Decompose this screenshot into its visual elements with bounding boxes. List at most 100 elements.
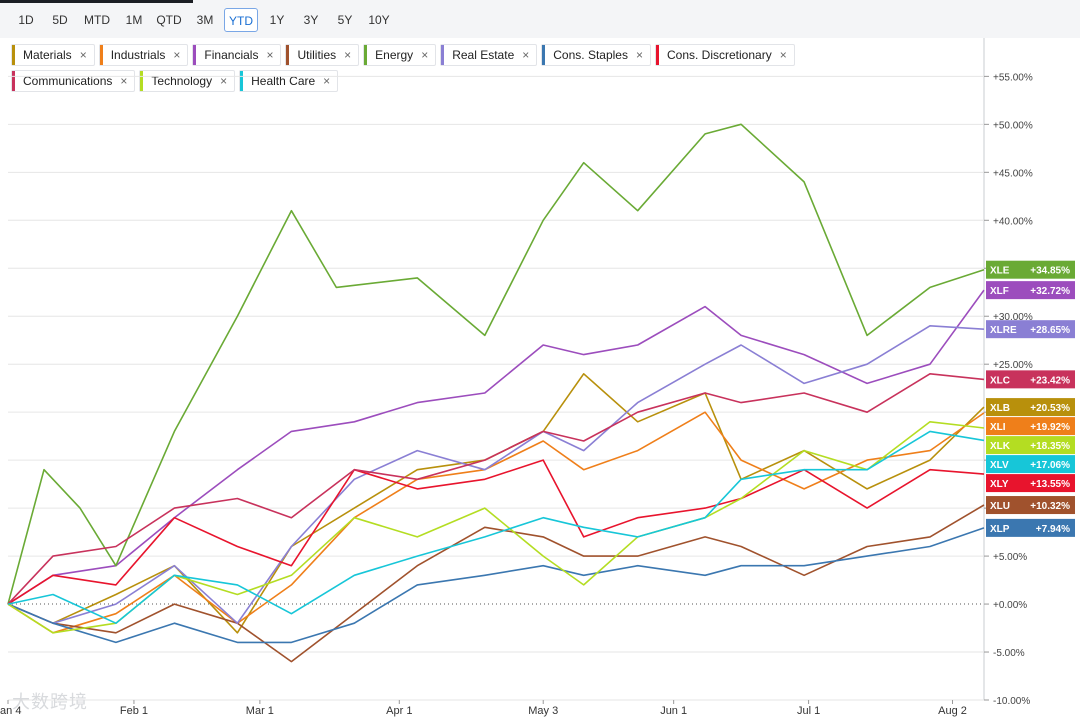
y-tick-label: +40.00% (993, 216, 1033, 227)
range-button-3y[interactable]: 3Y (303, 13, 319, 27)
y-tick-label: +50.00% (993, 120, 1033, 131)
end-label-box (986, 496, 1075, 515)
legend-chip-xlf[interactable]: Financials × (192, 44, 282, 66)
legend-label: Real Estate (452, 48, 515, 62)
end-label-value: +28.65% (1030, 325, 1070, 336)
y-tick-label: -10.00% (993, 696, 1030, 707)
x-tick-label: Jan 4 (0, 705, 21, 717)
legend-chip-xli[interactable]: Industrials × (98, 44, 189, 66)
series-line-xlk (7, 420, 985, 634)
legend-label: Technology (151, 74, 213, 88)
end-label-ticker: XLY (990, 479, 1009, 490)
x-tick-label: May 3 (528, 705, 558, 717)
end-label-box (986, 436, 1075, 455)
end-label-xle: XLE +34.85% (986, 260, 1075, 279)
end-label-ticker: XLE (990, 266, 1010, 277)
legend-chip-xlre[interactable]: Real Estate × (440, 44, 538, 66)
legend-swatch (99, 45, 103, 65)
end-label-xlp: XLP +7.94% (986, 518, 1075, 537)
range-button-1d[interactable]: 1D (18, 13, 34, 27)
end-label-box (986, 398, 1075, 417)
legend-chip-xlu[interactable]: Utilities × (285, 44, 360, 66)
x-tick-label: Aug 2 (938, 705, 967, 717)
remove-series-icon[interactable]: × (344, 48, 352, 62)
remove-series-icon[interactable]: × (120, 74, 128, 88)
y-tick-label: +45.00% (993, 168, 1033, 179)
remove-series-icon[interactable]: × (173, 48, 181, 62)
legend-swatch (286, 45, 290, 65)
y-tick-label: +30.00% (993, 312, 1033, 323)
legend-chip-xlb[interactable]: Materials × (11, 44, 95, 66)
legend-chip-xly[interactable]: Cons. Discretionary × (655, 44, 795, 66)
end-label-xli: XLI +19.92% (986, 417, 1075, 436)
legend-swatch (240, 71, 244, 91)
end-label-value: +32.72% (1030, 286, 1070, 297)
legend-label: Utilities (297, 48, 337, 62)
end-label-box (986, 260, 1075, 279)
remove-series-icon[interactable]: × (79, 48, 87, 62)
range-button-mtd[interactable]: MTD (84, 13, 110, 27)
end-label-value: +19.92% (1030, 422, 1070, 433)
end-label-box (986, 474, 1075, 493)
legend-label: Communications (23, 74, 113, 88)
range-button-1m[interactable]: 1M (125, 13, 143, 27)
range-button-1y[interactable]: 1Y (269, 13, 285, 27)
legend-chip-xlk[interactable]: Technology × (139, 70, 236, 92)
end-label-box (986, 281, 1075, 300)
end-label-value: +17.06% (1030, 460, 1070, 471)
range-button-5d[interactable]: 5D (52, 13, 68, 27)
end-label-ticker: XLF (990, 286, 1009, 297)
end-label-ticker: XLI (990, 422, 1006, 433)
end-label-box (986, 417, 1075, 436)
legend-swatch (441, 45, 445, 65)
legend-chip-xlc[interactable]: Communications × (11, 70, 136, 92)
end-label-xlv: XLV +17.06% (986, 455, 1075, 474)
line-chart: -10.00%-5.00%+0.00%+5.00%+10.00%+15.00%+… (0, 38, 1075, 717)
range-button-qtd[interactable]: QTD (156, 13, 182, 27)
remove-series-icon[interactable]: × (522, 48, 530, 62)
end-label-box (986, 455, 1075, 474)
legend-chip-xle[interactable]: Energy × (363, 44, 437, 66)
watermark: 大数跨境 (12, 692, 88, 712)
end-label-box (986, 370, 1075, 389)
remove-series-icon[interactable]: × (266, 48, 274, 62)
legend-chip-xlp[interactable]: Cons. Staples × (541, 44, 651, 66)
end-label-xlre: XLRE +28.65% (986, 320, 1075, 339)
range-button-10y[interactable]: 10Y (368, 13, 390, 27)
end-label-value: +10.32% (1030, 501, 1070, 512)
toolbar-accent-line (0, 0, 193, 3)
end-label-box (986, 320, 1075, 339)
legend-label: Cons. Staples (553, 48, 628, 62)
legend-label: Financials (204, 48, 259, 62)
range-button-3m[interactable]: 3M (196, 13, 214, 27)
end-label-box (986, 518, 1075, 537)
legend-swatch (656, 45, 659, 65)
series-line-xle (7, 123, 985, 605)
legend-label: Cons. Discretionary (667, 48, 772, 62)
remove-series-icon[interactable]: × (421, 48, 429, 62)
series-line-xlf (7, 289, 985, 605)
end-label-xlu: XLU +10.32% (986, 496, 1075, 515)
range-button-5y[interactable]: 5Y (337, 13, 353, 27)
x-tick-label: Apr 1 (386, 705, 412, 717)
x-tick-label: Feb 1 (120, 705, 148, 717)
legend-swatch (193, 45, 197, 65)
remove-series-icon[interactable]: × (323, 74, 331, 88)
y-tick-label: +25.00% (993, 360, 1033, 371)
legend-label: Energy (375, 48, 414, 62)
end-label-xlc: XLC +23.42% (986, 370, 1075, 389)
end-label-xlb: XLB +20.53% (986, 398, 1075, 417)
end-label-ticker: XLRE (990, 325, 1017, 336)
x-tick-label: Jul 1 (797, 705, 820, 717)
remove-series-icon[interactable]: × (635, 48, 643, 62)
series-line-xlc (7, 372, 985, 605)
end-label-xly: XLY +13.55% (986, 474, 1075, 493)
legend-label: Industrials (110, 48, 166, 62)
legend-chip-xlv[interactable]: Health Care × (239, 70, 339, 92)
remove-series-icon[interactable]: × (779, 48, 787, 62)
end-label-value: +20.53% (1030, 403, 1070, 414)
remove-series-icon[interactable]: × (220, 74, 228, 88)
end-label-xlf: XLF +32.72% (986, 281, 1075, 300)
end-label-ticker: XLU (990, 501, 1010, 512)
range-button-ytd[interactable]: YTD (224, 8, 258, 32)
